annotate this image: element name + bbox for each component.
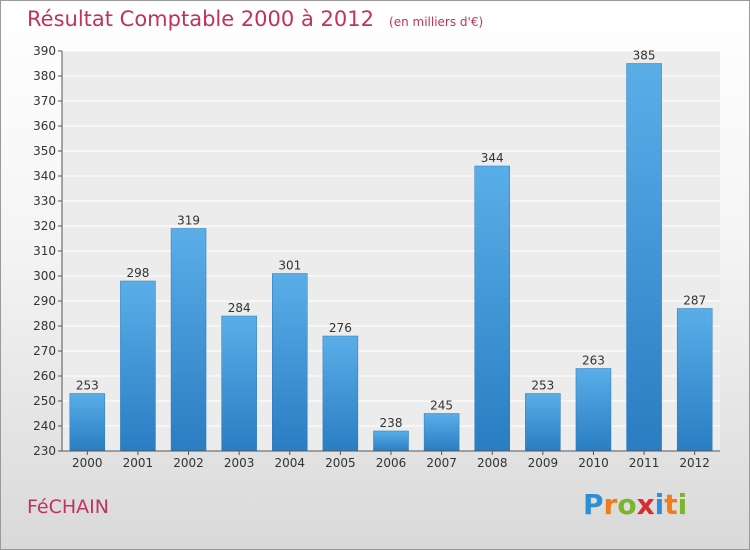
bar-2004 <box>272 273 308 452</box>
y-tick-label: 320 <box>33 219 56 233</box>
value-label: 284 <box>228 301 251 315</box>
y-tick-label: 230 <box>33 444 56 458</box>
y-tick-label: 240 <box>33 419 56 433</box>
x-tick-label: 2000 <box>72 456 103 470</box>
y-tick-label: 280 <box>33 319 56 333</box>
value-label: 276 <box>329 321 352 335</box>
value-label: 263 <box>582 354 605 368</box>
axes: 230 240 250 260 270 280 290 300 310 320 330 340 350 3… <box>33 44 720 470</box>
x-tick-label: 2012 <box>679 456 710 470</box>
y-tick-label: 260 <box>33 369 56 383</box>
grid-lines <box>62 50 720 452</box>
y-tick-label: 300 <box>33 269 56 283</box>
commune-name: FéCHAIN <box>27 496 109 518</box>
logo-letter: i <box>677 488 688 521</box>
y-tick-label: 350 <box>33 144 56 158</box>
y-tick-label: 250 <box>33 394 56 408</box>
value-label: 253 <box>76 379 99 393</box>
logo-letter: t <box>664 488 678 521</box>
bar-2002 <box>170 228 207 452</box>
y-tick-label: 270 <box>33 344 56 358</box>
x-tick-label: 2010 <box>578 456 609 470</box>
x-tick-label: 2003 <box>224 456 255 470</box>
value-label: 245 <box>430 399 453 413</box>
bar-2006 <box>373 430 409 452</box>
value-label: 344 <box>481 151 504 165</box>
value-label: 238 <box>380 416 403 430</box>
x-tick-label: 2008 <box>477 456 508 470</box>
bar-2008 <box>474 165 510 452</box>
bar-2009 <box>525 393 561 452</box>
bar-2000 <box>69 393 106 452</box>
x-tick-label: 2004 <box>274 456 305 470</box>
bar-2011 <box>626 63 662 452</box>
y-tick-label: 340 <box>33 169 56 183</box>
x-tick-label: 2007 <box>426 456 457 470</box>
x-tick-label: 2006 <box>376 456 407 470</box>
y-tick-label: 330 <box>33 194 56 208</box>
y-tick-label: 380 <box>33 69 56 83</box>
value-label: 385 <box>633 49 656 63</box>
y-tick-label: 310 <box>33 244 56 258</box>
bars: 253 298 319 284 301 276 238 245 344 253 263 385 287 <box>69 49 713 452</box>
value-label: 287 <box>683 294 706 308</box>
bar-2001 <box>120 280 156 452</box>
x-tick-label: 2009 <box>528 456 559 470</box>
logo-letter: i <box>654 488 665 521</box>
logo-letter: P <box>583 488 604 521</box>
value-label: 298 <box>126 266 149 280</box>
value-label: 319 <box>177 214 200 228</box>
bar-2007 <box>423 413 460 452</box>
chart-title: Résultat Comptable 2000 à 2012 <box>27 7 374 31</box>
bar-2010 <box>575 368 612 452</box>
bar-2005 <box>322 335 359 452</box>
y-tick-label: 390 <box>33 44 56 58</box>
logo-letter: r <box>603 488 618 521</box>
x-tick-label: 2002 <box>173 456 204 470</box>
title-block: Résultat Comptable 2000 à 2012 (en milli… <box>27 7 483 31</box>
value-label: 253 <box>531 379 554 393</box>
logo-letter: x <box>636 488 655 521</box>
logo-letter: o <box>617 488 637 521</box>
bar-2003 <box>221 315 257 452</box>
y-tick-label: 370 <box>33 94 56 108</box>
y-tick-label: 360 <box>33 119 56 133</box>
y-tick-label: 290 <box>33 294 56 308</box>
bar-2012 <box>676 308 713 452</box>
x-tick-label: 2011 <box>629 456 660 470</box>
x-tick-label: 2001 <box>123 456 154 470</box>
proxiti-logo: Proxiti <box>583 488 687 521</box>
chart-subtitle: (en milliers d'€) <box>389 15 484 29</box>
x-tick-label: 2005 <box>325 456 356 470</box>
value-label: 301 <box>278 259 301 273</box>
